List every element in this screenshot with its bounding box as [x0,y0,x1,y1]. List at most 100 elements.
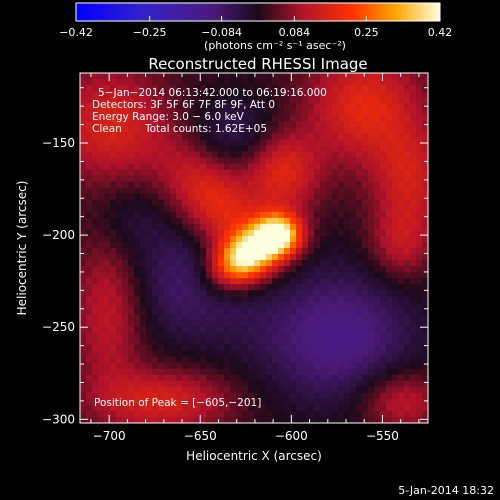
heatmap-cell [164,296,171,303]
heatmap-cell [410,248,417,255]
heatmap-cell [392,404,399,412]
heatmap-cell [410,398,417,406]
heatmap-cell [158,380,165,388]
heatmap-cell [392,290,399,297]
heatmap-cell [410,103,417,110]
heatmap-cell [212,284,219,291]
heatmap-cell [116,151,123,158]
heatmap-cell [290,296,297,303]
heatmap-cell [230,115,237,122]
heatmap-cell [230,169,237,176]
heatmap-cell [134,302,141,309]
heatmap-cell [308,416,315,424]
heatmap-cell [362,109,369,116]
heatmap-cell [80,145,87,152]
heatmap-cell [182,392,189,400]
heatmap-cell [308,169,315,176]
heatmap-cell [218,254,225,261]
heatmap-cell [194,356,201,364]
heatmap-cell [200,127,207,134]
heatmap-cell [314,235,321,243]
heatmap-cell [224,115,231,122]
heatmap-cell [386,229,393,237]
heatmap-cell [146,223,153,231]
heatmap-cell [212,97,219,104]
heatmap-cell [230,199,237,207]
heatmap-cell [260,284,267,291]
heatmap-cell [164,193,171,201]
heatmap-cell [164,115,171,122]
heatmap-cell [278,254,285,261]
heatmap-cell [176,296,183,303]
heatmap-cell [386,127,393,134]
heatmap-cell [158,205,165,213]
heatmap-cell [146,320,153,327]
heatmap-cell [140,97,147,104]
heatmap-cell [128,362,135,370]
heatmap-cell [128,139,135,146]
heatmap-cell [302,392,309,400]
heatmap-cell [362,187,369,195]
heatmap-cell [170,169,177,176]
heatmap-cell [344,223,351,231]
heatmap-cell [116,235,123,243]
heatmap-cell [152,272,159,279]
heatmap-cell [218,260,225,267]
heatmap-cell [266,392,273,400]
heatmap-cell [164,254,171,261]
heatmap-cell [206,91,213,98]
heatmap-cell [170,109,177,116]
heatmap-cell [164,278,171,285]
heatmap-cell [86,211,93,219]
heatmap-cell [236,344,243,351]
heatmap-cell [368,284,375,291]
heatmap-cell [278,272,285,279]
heatmap-cell [254,235,261,243]
heatmap-cell [320,272,327,279]
heatmap-cell [224,410,231,418]
heatmap-cell [296,199,303,207]
heatmap-cell [164,223,171,231]
heatmap-cell [134,127,141,134]
heatmap-cell [122,386,129,394]
heatmap-cell [188,121,195,128]
heatmap-cell [236,229,243,237]
heatmap-cell [104,302,111,309]
heatmap-cell [416,266,423,273]
heatmap-cell [290,290,297,297]
heatmap-cell [146,362,153,370]
heatmap-cell [398,398,405,406]
heatmap-cell [356,79,363,86]
heatmap-cell [116,296,123,303]
heatmap-cell [284,338,291,345]
heatmap-cell [374,254,381,261]
heatmap-cell [224,91,231,98]
heatmap-cell [140,332,147,339]
heatmap-cell [404,115,411,122]
heatmap-cell [350,266,357,273]
heatmap-cell [302,193,309,201]
heatmap-cell [110,139,117,146]
heatmap-cell [416,235,423,243]
heatmap-cell [122,338,129,345]
heatmap-cell [104,145,111,152]
heatmap-cell [374,296,381,303]
heatmap-cell [122,163,129,170]
heatmap-cell [278,374,285,382]
colorbar-tick-label: 0.42 [428,26,453,39]
heatmap-cell [80,229,87,237]
heatmap-cell [116,97,123,104]
heatmap-cell [314,320,321,327]
heatmap-cell [410,254,417,261]
heatmap-cell [368,314,375,321]
heatmap-cell [122,139,129,146]
heatmap-cell [320,380,327,388]
heatmap-cell [128,350,135,358]
heatmap-cell [284,85,291,92]
heatmap-cell [374,302,381,309]
heatmap-cell [410,320,417,327]
heatmap-cell [260,115,267,122]
heatmap-cell [248,290,255,297]
heatmap-cell [284,181,291,189]
heatmap-cell [278,103,285,110]
